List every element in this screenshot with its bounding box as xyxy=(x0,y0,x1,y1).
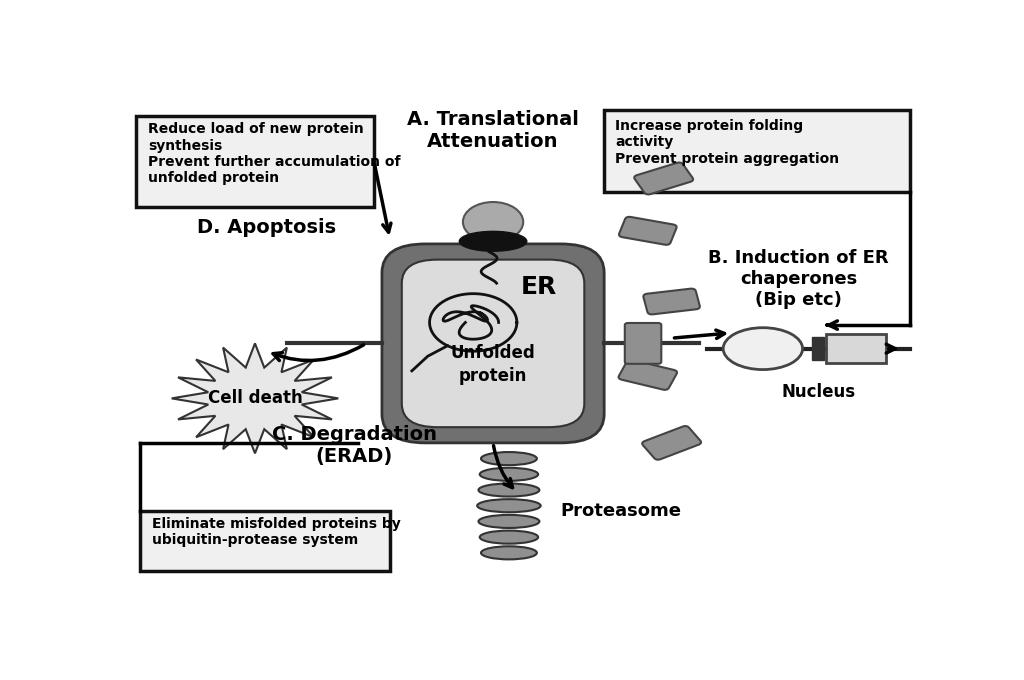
Ellipse shape xyxy=(478,515,540,528)
Text: D. Apoptosis: D. Apoptosis xyxy=(198,218,337,237)
FancyBboxPatch shape xyxy=(401,260,585,427)
Ellipse shape xyxy=(723,328,803,370)
FancyBboxPatch shape xyxy=(812,337,824,360)
Text: A. Translational
Attenuation: A. Translational Attenuation xyxy=(408,110,579,152)
Ellipse shape xyxy=(479,468,539,481)
Ellipse shape xyxy=(479,530,539,544)
Text: Nucleus: Nucleus xyxy=(781,383,855,401)
Text: Increase protein folding
activity
Prevent protein aggregation: Increase protein folding activity Preven… xyxy=(615,119,840,166)
FancyBboxPatch shape xyxy=(136,116,374,207)
Polygon shape xyxy=(172,343,338,454)
FancyBboxPatch shape xyxy=(643,288,699,314)
Ellipse shape xyxy=(477,499,541,512)
Ellipse shape xyxy=(481,546,537,560)
Circle shape xyxy=(463,202,523,242)
FancyBboxPatch shape xyxy=(826,334,886,363)
FancyBboxPatch shape xyxy=(634,163,693,194)
FancyBboxPatch shape xyxy=(618,217,677,245)
FancyBboxPatch shape xyxy=(140,511,390,571)
Text: B. Induction of ER
chaperones
(Bip etc): B. Induction of ER chaperones (Bip etc) xyxy=(709,249,889,309)
Text: ER: ER xyxy=(521,275,557,299)
FancyBboxPatch shape xyxy=(618,360,677,390)
Text: Reduce load of new protein
synthesis
Prevent further accumulation of
unfolded pr: Reduce load of new protein synthesis Pre… xyxy=(147,122,400,185)
FancyBboxPatch shape xyxy=(625,323,662,364)
Text: Unfolded
protein: Unfolded protein xyxy=(451,343,536,385)
Text: C. Degradation
(ERAD): C. Degradation (ERAD) xyxy=(271,424,436,466)
Ellipse shape xyxy=(460,231,526,251)
Text: Cell death: Cell death xyxy=(208,390,302,407)
Text: Eliminate misfolded proteins by
ubiquitin-protease system: Eliminate misfolded proteins by ubiquiti… xyxy=(152,517,400,547)
Text: Proteasome: Proteasome xyxy=(560,502,682,520)
FancyBboxPatch shape xyxy=(642,426,701,460)
FancyBboxPatch shape xyxy=(382,244,604,443)
Ellipse shape xyxy=(478,483,540,496)
Ellipse shape xyxy=(481,452,537,465)
FancyBboxPatch shape xyxy=(604,110,909,192)
